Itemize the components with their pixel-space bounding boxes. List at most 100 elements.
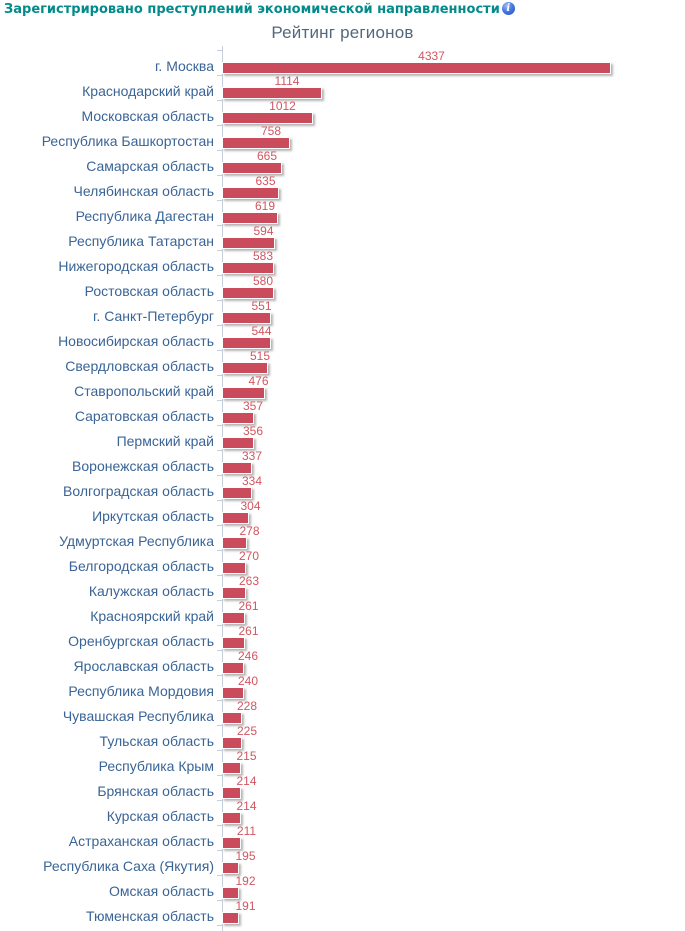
chart-row: Волгоградская область 334 bbox=[0, 475, 685, 500]
category-label: г. Санкт-Петербург bbox=[93, 308, 214, 324]
value-label: 214 bbox=[236, 799, 257, 813]
value-label: 263 bbox=[238, 574, 260, 588]
bar[interactable] bbox=[222, 162, 282, 174]
bar[interactable] bbox=[222, 412, 254, 424]
bar[interactable] bbox=[222, 487, 252, 499]
category-label: Ростовская область bbox=[84, 283, 214, 299]
bar[interactable] bbox=[222, 562, 246, 574]
category-label: Республика Мордовия bbox=[68, 683, 214, 699]
chart-row: г. Санкт-Петербург 551 bbox=[0, 300, 685, 325]
chart-row: Ростовская область 580 bbox=[0, 275, 685, 300]
category-label: Краснодарский край bbox=[82, 83, 214, 99]
chart-row: Московская область 1012 bbox=[0, 100, 685, 125]
bar[interactable] bbox=[222, 662, 244, 674]
bar[interactable] bbox=[222, 612, 245, 624]
value-label: 583 bbox=[252, 249, 274, 263]
chart-row: Республика Мордовия 240 bbox=[0, 675, 685, 700]
bar[interactable] bbox=[222, 912, 239, 924]
value-label: 215 bbox=[236, 749, 257, 763]
chart-row: Воронежская область 337 bbox=[0, 450, 685, 475]
bar[interactable] bbox=[222, 587, 246, 599]
bar[interactable] bbox=[222, 187, 279, 199]
value-label: 357 bbox=[242, 399, 264, 413]
bar[interactable] bbox=[222, 887, 239, 899]
chart-header-label: Зарегистрировано преступлений экономичес… bbox=[4, 2, 500, 17]
category-label: Самарская область bbox=[86, 158, 214, 174]
bar[interactable] bbox=[222, 112, 313, 124]
category-label: Ярославская область bbox=[73, 658, 214, 674]
chart-row: Оренбургская область 261 bbox=[0, 625, 685, 650]
value-label: 544 bbox=[251, 324, 272, 338]
value-label: 240 bbox=[237, 674, 259, 688]
category-label: Московская область bbox=[81, 108, 214, 124]
bar[interactable] bbox=[222, 862, 239, 874]
bar[interactable] bbox=[222, 812, 241, 824]
value-label: 246 bbox=[237, 649, 259, 663]
category-label: Чувашская Республика bbox=[62, 708, 214, 724]
bar[interactable] bbox=[222, 787, 241, 799]
value-label: 1012 bbox=[269, 99, 296, 113]
bar[interactable] bbox=[222, 837, 241, 849]
category-label: Республика Саха (Якутия) bbox=[43, 858, 214, 874]
category-label: Удмуртская Республика bbox=[59, 533, 214, 549]
bar[interactable] bbox=[222, 137, 290, 149]
chart-row: Республика Татарстан 594 bbox=[0, 225, 685, 250]
value-label: 665 bbox=[256, 149, 278, 163]
value-label: 195 bbox=[235, 849, 256, 863]
category-label: Нижегородская область bbox=[58, 258, 214, 274]
category-label: Волгоградская область bbox=[63, 483, 214, 499]
chart-row: Челябинская область 635 bbox=[0, 175, 685, 200]
bar[interactable] bbox=[222, 712, 242, 724]
chart-row: Красноярский край 261 bbox=[0, 600, 685, 625]
info-icon[interactable]: i bbox=[501, 2, 515, 15]
category-label: Брянская область bbox=[97, 783, 214, 799]
value-label: 214 bbox=[236, 774, 257, 788]
chart-row: Иркутская область 304 bbox=[0, 500, 685, 525]
chart-row: Республика Саха (Якутия) 195 bbox=[0, 850, 685, 875]
value-label: 191 bbox=[235, 899, 256, 913]
chart-row: Брянская область 214 bbox=[0, 775, 685, 800]
value-label: 4337 bbox=[418, 49, 445, 63]
y-axis-ticks bbox=[217, 50, 222, 926]
chart-row: г. Москва 4337 bbox=[0, 50, 685, 75]
bar[interactable] bbox=[222, 687, 244, 699]
bar[interactable] bbox=[222, 537, 247, 549]
category-label: Пермский край bbox=[116, 433, 214, 449]
category-label: Красноярский край bbox=[90, 608, 214, 624]
value-label: 225 bbox=[236, 724, 258, 738]
chart-row: Саратовская область 357 bbox=[0, 400, 685, 425]
category-label: Астраханская область bbox=[68, 833, 214, 849]
category-label: Свердловская область bbox=[65, 358, 214, 374]
bar[interactable] bbox=[222, 462, 252, 474]
bar[interactable] bbox=[222, 387, 265, 399]
category-label: г. Москва bbox=[155, 58, 214, 74]
category-label: Иркутская область bbox=[92, 508, 214, 524]
category-label: Курская область bbox=[106, 808, 214, 824]
category-label: Республика Дагестан bbox=[75, 208, 214, 224]
value-label: 278 bbox=[239, 524, 260, 538]
bar[interactable] bbox=[222, 287, 274, 299]
bar[interactable] bbox=[222, 362, 268, 374]
value-label: 619 bbox=[254, 199, 276, 213]
chart-rows: г. Москва 4337 Краснодарский край 1114 Моско… bbox=[0, 50, 685, 925]
bar[interactable] bbox=[222, 637, 245, 649]
bar[interactable] bbox=[222, 312, 271, 324]
bar[interactable] bbox=[222, 337, 271, 349]
bar[interactable] bbox=[222, 87, 322, 99]
category-label: Республика Башкортостан bbox=[41, 133, 214, 149]
bar[interactable] bbox=[222, 62, 611, 74]
bar[interactable] bbox=[222, 737, 242, 749]
bar[interactable] bbox=[222, 512, 249, 524]
bar[interactable] bbox=[222, 237, 275, 249]
bar[interactable] bbox=[222, 437, 254, 449]
category-label: Новосибирская область bbox=[58, 333, 214, 349]
bar[interactable] bbox=[222, 762, 241, 774]
bar[interactable] bbox=[222, 212, 278, 224]
value-label: 192 bbox=[235, 874, 256, 888]
chart-row: Республика Крым 215 bbox=[0, 750, 685, 775]
bar[interactable] bbox=[222, 262, 274, 274]
chart-row: Краснодарский край 1114 bbox=[0, 75, 685, 100]
category-label: Ставропольский край bbox=[74, 383, 214, 399]
chart-row: Курская область 214 bbox=[0, 800, 685, 825]
chart-row: Удмуртская Республика 278 bbox=[0, 525, 685, 550]
